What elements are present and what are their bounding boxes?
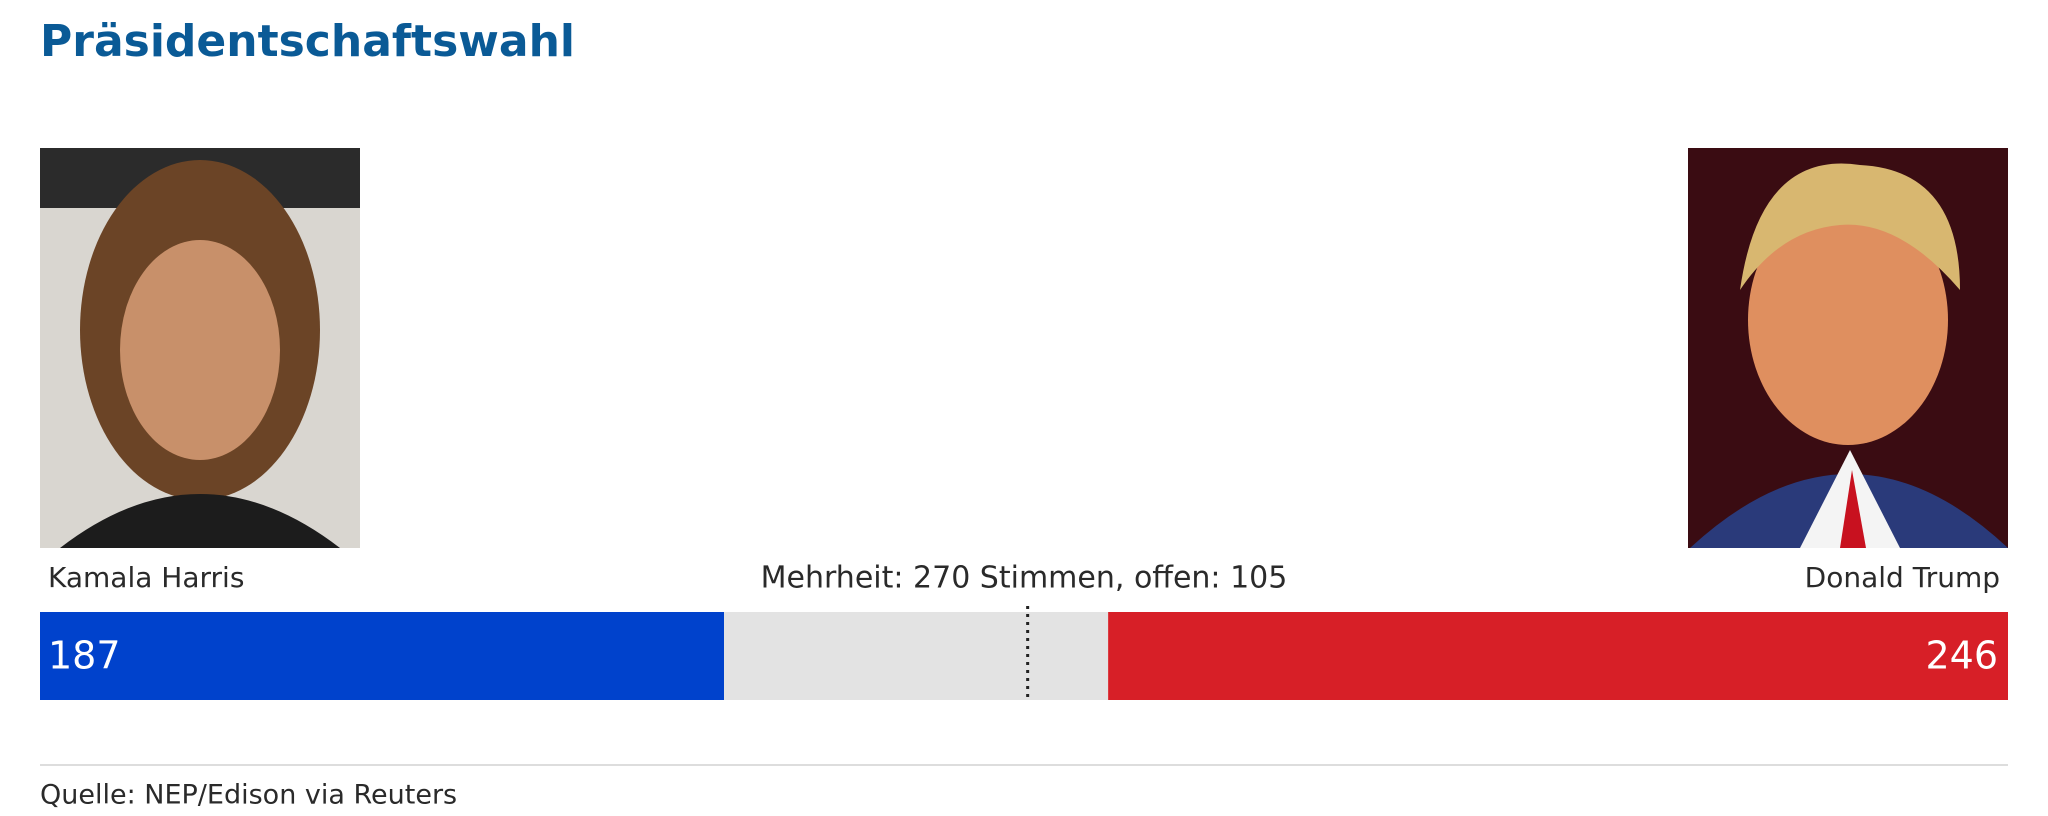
annotation: Mehrheit: 270 Stimmen, offen: 105 xyxy=(761,561,1288,596)
candidate-name-left: Kamala Harris xyxy=(48,561,244,594)
source: Quelle: NEP/Edison via Reuters xyxy=(40,780,457,811)
value-label: 187 xyxy=(48,634,121,678)
candidate-name-right: Donald Trump xyxy=(1805,561,2000,594)
bar-segment xyxy=(40,612,725,700)
bar-segment xyxy=(724,612,1109,700)
chart-title: Präsidentschaftswahl xyxy=(40,16,575,67)
value-label: 246 xyxy=(1925,634,1998,678)
photo-trump xyxy=(1688,148,2008,548)
bar-segment xyxy=(1108,612,2008,700)
photo-harris xyxy=(40,148,360,548)
